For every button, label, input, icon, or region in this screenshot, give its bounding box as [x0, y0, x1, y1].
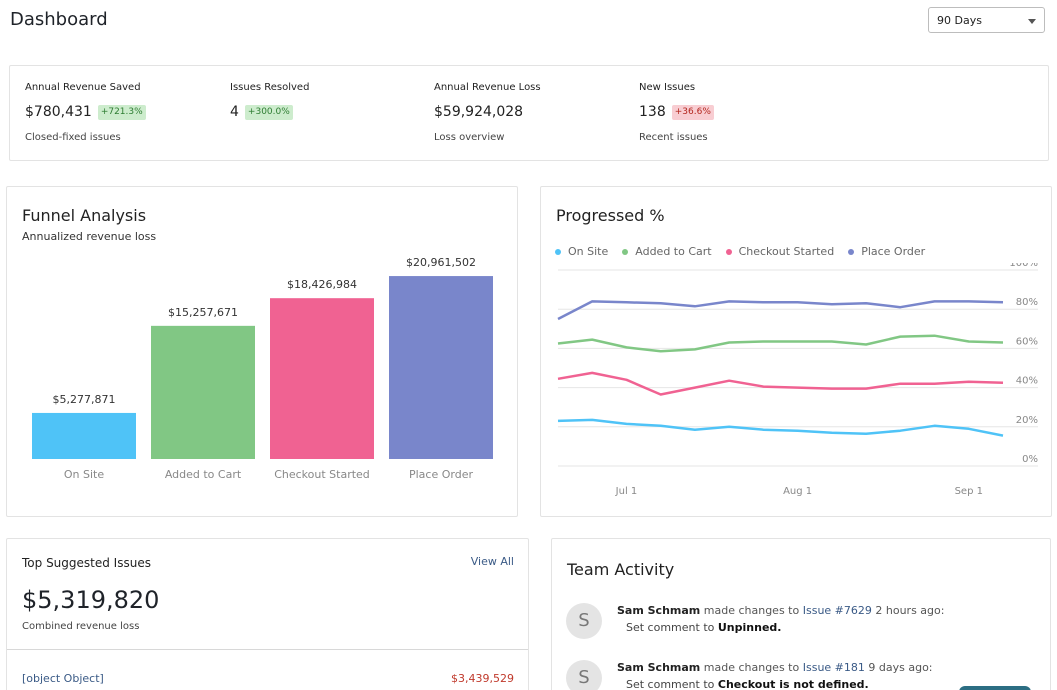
x-tick-label: Aug 1	[783, 486, 812, 497]
activity-detail-value: Unpinned.	[717, 621, 782, 634]
stat-link[interactable]: Recent issues	[639, 132, 708, 143]
activity-detail-value: Checkout is not defined.	[717, 678, 869, 690]
funnel-analysis-card: Funnel Analysis Annualized revenue loss …	[6, 186, 518, 517]
combined-loss-label: Combined revenue loss	[22, 621, 140, 632]
series-line-place-order	[557, 300, 1004, 321]
y-tick-label: 100%	[1009, 263, 1038, 269]
x-tick-label: Added to Cart	[165, 468, 242, 481]
x-tick-label: Jul 1	[615, 486, 638, 497]
activity-detail-prefix: Set comment to	[626, 678, 715, 690]
stat-value: 138	[639, 104, 666, 120]
legend-dot	[622, 248, 629, 255]
legend-dot	[555, 248, 561, 255]
bar-value-label: $5,277,871	[53, 393, 116, 406]
change-badge: +300.0%	[244, 104, 293, 120]
x-tick-label: Checkout Started	[274, 468, 370, 481]
activity-action: made changes to	[703, 604, 800, 617]
y-tick-label: 60%	[1016, 336, 1038, 347]
avatar: S	[566, 603, 602, 639]
legend-item-added-to-cart[interactable]: Added to Cart	[622, 245, 712, 258]
change-badge: +721.3%	[97, 104, 146, 120]
bar-place-order	[389, 276, 493, 459]
stat-label: New Issues	[639, 82, 696, 93]
change-badge: +36.6%	[671, 104, 714, 120]
activity-action: made changes to	[703, 661, 800, 674]
chart-legend: On Site Added to Cart Checkout Started P…	[555, 245, 925, 258]
floating-action-button[interactable]	[959, 686, 1031, 690]
stat-value: $780,431	[25, 104, 92, 120]
x-tick-label: Place Order	[409, 468, 473, 481]
activity-issue-link[interactable]: Issue #181	[802, 661, 865, 674]
issues-title: Top Suggested Issues	[22, 556, 151, 570]
y-tick-label: 0%	[1022, 454, 1038, 465]
bar-value-label: $20,961,502	[406, 256, 476, 269]
stat-value: $59,924,028	[434, 104, 524, 120]
series-line-checkout-started	[557, 371, 1004, 396]
activity-time: 2 hours ago:	[875, 604, 945, 617]
y-tick-label: 80%	[1016, 297, 1038, 308]
funnel-subtitle: Annualized revenue loss	[22, 230, 157, 243]
divider	[7, 649, 528, 650]
view-all-link[interactable]: View All	[470, 555, 514, 568]
x-tick-label: On Site	[64, 468, 104, 481]
funnel-chart: $5,277,871 On Site $15,257,671 Added to Car…	[32, 256, 493, 481]
stat-link[interactable]: Loss overview	[434, 132, 505, 143]
legend-item-on-site[interactable]: On Site	[555, 245, 608, 258]
x-tick-label: Sep 1	[955, 486, 983, 497]
activity-issue-link[interactable]: Issue #7629	[802, 604, 872, 617]
stats-panel: Annual Revenue Saved $780,431 +721.3% Cl…	[9, 65, 1049, 161]
chevron-down-icon	[1028, 19, 1036, 24]
legend-item-place-order[interactable]: Place Order	[848, 245, 925, 258]
activity-user: Sam Schmam	[617, 604, 701, 617]
team-activity-title: Team Activity	[567, 560, 675, 579]
y-tick-label: 40%	[1016, 376, 1038, 387]
top-issues-card: Top Suggested Issues View All $5,319,820…	[6, 538, 529, 690]
progress-chart: 0% 20% 40% 60% 80% 100% Jul 1 Aug 1 Sep 1	[557, 263, 1038, 497]
page-title: Dashboard	[10, 9, 108, 30]
bar-value-label: $18,426,984	[287, 278, 357, 291]
combined-loss-value: $5,319,820	[22, 586, 160, 614]
legend-item-checkout-started[interactable]: Checkout Started	[725, 245, 834, 258]
bar-added-to-cart	[151, 325, 255, 459]
stat-value: 4	[230, 104, 239, 120]
stat-label: Issues Resolved	[230, 82, 310, 93]
bar-value-label: $15,257,671	[168, 306, 238, 319]
team-activity-card: Team Activity S Sam Schmam made changes …	[551, 538, 1051, 690]
stat-link[interactable]: Closed-fixed issues	[25, 132, 121, 143]
legend-dot	[725, 248, 732, 255]
series-line-on-site	[557, 418, 1004, 437]
stat-label: Annual Revenue Loss	[434, 82, 541, 93]
bar-checkout-started	[270, 298, 374, 459]
activity-time: 9 days ago:	[868, 661, 933, 674]
activity-detail-prefix: Set comment to	[626, 621, 715, 634]
y-tick-label: 20%	[1016, 415, 1038, 426]
progressed-card: Progressed % On Site Added to Cart Check…	[540, 186, 1052, 517]
date-range-value: 90 Days	[937, 14, 982, 27]
progress-title: Progressed %	[556, 206, 665, 225]
legend-dot	[848, 248, 855, 255]
avatar: S	[566, 660, 602, 690]
bar-on-site	[32, 412, 136, 459]
issue-name[interactable]: [object Object]	[22, 672, 104, 685]
date-range-select[interactable]: 90 Days	[928, 7, 1045, 33]
issue-row[interactable]: [object Object] $3,439,529	[22, 672, 514, 685]
stat-label: Annual Revenue Saved	[25, 82, 141, 93]
activity-user: Sam Schmam	[617, 661, 701, 674]
series-line-added-to-cart	[557, 334, 1004, 353]
issue-amount: $3,439,529	[451, 672, 514, 685]
funnel-title: Funnel Analysis	[22, 206, 147, 225]
